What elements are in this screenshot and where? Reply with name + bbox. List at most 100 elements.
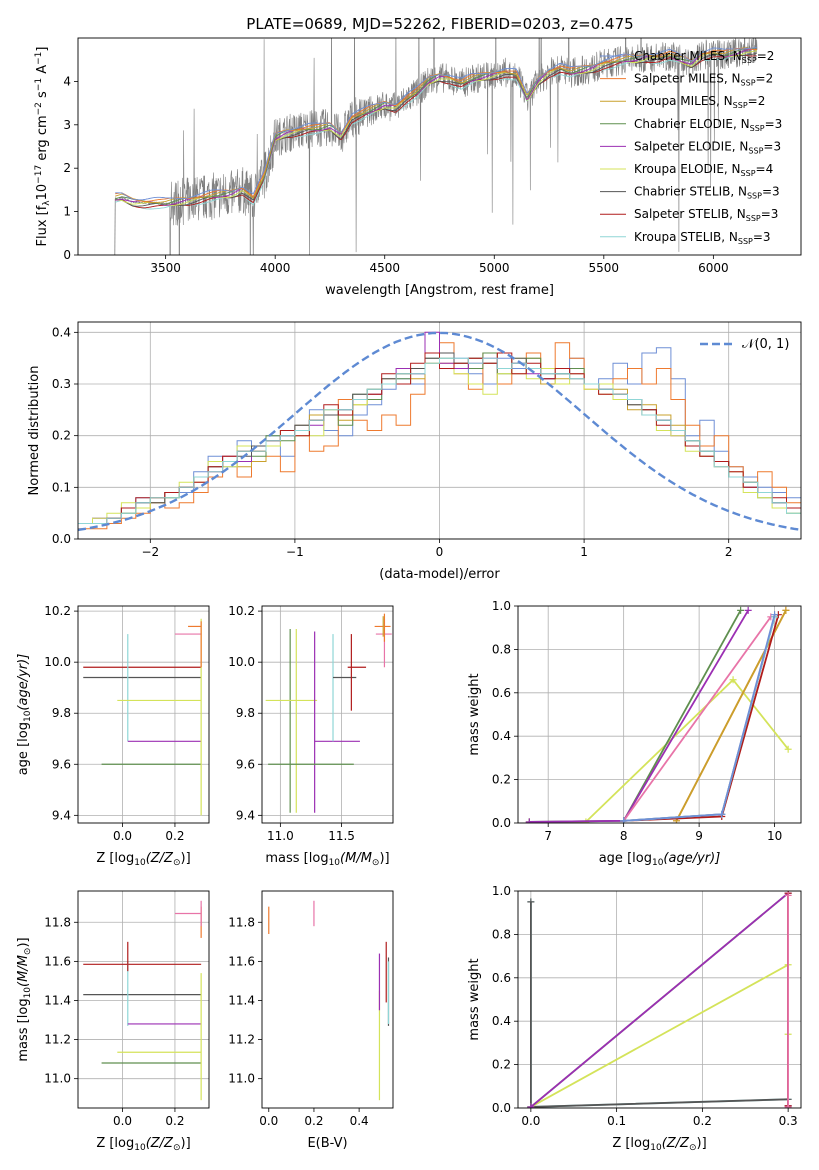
x-tick-label: 11.5 xyxy=(328,829,355,843)
legend-label-tail: =3 xyxy=(762,185,780,199)
x-axis-label-part: mass [log xyxy=(265,851,328,866)
weight-marker xyxy=(525,818,533,823)
y-tick-label: 10.2 xyxy=(228,604,255,618)
y-tick-label: 1.0 xyxy=(492,884,511,898)
x-axis-label-part: age [log xyxy=(599,851,652,866)
x-axis-label: mass [log10(M/M⊙)] xyxy=(265,851,389,868)
x-tick-label: 0.1 xyxy=(607,1114,626,1128)
x-tick-label: 0.3 xyxy=(779,1114,798,1128)
age-vs-metallicity-panel: 0.0 0.29.49.69.810.010.2Z [log10(Z/Z⊙)]ag… xyxy=(16,604,210,868)
y-axis-label-part: λ xyxy=(42,200,52,206)
residual-histogram-panel: −2 −1 0 1 2 0.0 0.1 0.2 0.3 0.4 (data-model)/error… xyxy=(27,321,802,582)
axes-frame xyxy=(77,605,210,824)
legend-label-text: Kroupa STELIB, N xyxy=(634,230,738,244)
x-axis-label-part: 10 xyxy=(134,1143,146,1153)
weight-line xyxy=(529,678,789,823)
legend-label: Kroupa MILES, NSSP=2 xyxy=(634,94,765,110)
weight-marker xyxy=(744,606,752,614)
plot-area xyxy=(114,38,758,255)
x-tick-label: 4500 xyxy=(369,261,400,275)
y-tick-label: 0.8 xyxy=(492,927,511,941)
y-tick-label: 11.0 xyxy=(228,1072,255,1086)
y-axis-label-part: s xyxy=(35,91,50,102)
x-axis-label-part: )] xyxy=(181,1136,191,1151)
legend-label: Salpeter STELIB, NSSP=3 xyxy=(634,207,778,223)
x-axis-label-part: (M/M xyxy=(340,851,372,866)
legend-label: 𝒩(0, 1) xyxy=(742,337,789,352)
x-tick-label: 0 xyxy=(436,545,444,559)
legend-label-text: Kroupa MILES, N xyxy=(634,94,733,108)
y-tick-label: 9.4 xyxy=(52,808,71,822)
x-axis-label-part: Z [log xyxy=(96,851,134,866)
x-axis-label-part: (Z/Z xyxy=(146,851,174,866)
y-axis-label-part: 10 xyxy=(35,184,50,201)
y-axis-label: Flux [fλ10−17 erg cm−2 s−1 A−1] xyxy=(34,47,52,247)
x-axis-label-part: )] xyxy=(379,851,389,866)
legend-label-sub: SSP xyxy=(742,56,757,65)
axes-frame xyxy=(517,890,802,1109)
y-tick-label: 11.2 xyxy=(228,1033,255,1047)
legend-label-tail: =4 xyxy=(756,162,774,176)
weight-vs-metallicity-panel: 0.0 0.1 0.2 0.3 0.0 0.2 0.4 0.6 0.8 1.0 Z [log10(Z… xyxy=(467,884,802,1153)
legend-label-tail: =2 xyxy=(748,94,766,108)
y-tick-label: 9.4 xyxy=(236,808,255,822)
legend-label-text: Salpeter ELODIE, N xyxy=(634,139,748,153)
y-tick-label: 2 xyxy=(63,161,71,175)
legend-label-sub: SSP xyxy=(750,124,765,133)
y-tick-label: 0.1 xyxy=(52,480,71,494)
legend-label-text: Chabrier STELIB, N xyxy=(634,185,747,199)
y-tick-label: 11.8 xyxy=(44,915,71,929)
y-axis-label-part: age [log xyxy=(16,722,31,775)
y-tick-label: 0.0 xyxy=(52,532,71,546)
y-axis-label-part: mass [log xyxy=(16,998,31,1061)
x-axis-label-part: 10 xyxy=(329,858,341,868)
weight-marker xyxy=(784,1103,792,1108)
legend-label-sub: SSP xyxy=(748,146,763,155)
legend-label: Chabrier MILES, NSSP=2 xyxy=(634,49,774,65)
legend-label-tail: =3 xyxy=(753,230,771,244)
plot-area xyxy=(268,900,390,1101)
y-axis-label-part: Flux [f xyxy=(35,205,50,246)
age-vs-mass-panel: 11.0 11.5 9.4 9.6 9.8 10.0 10.2 mass [log10(M/M… xyxy=(228,604,394,868)
legend-label-text: Kroupa ELODIE, N xyxy=(634,162,741,176)
axes-frame xyxy=(77,890,210,1109)
weight-marker xyxy=(620,817,628,823)
y-tick-label: 9.6 xyxy=(236,757,255,771)
y-tick-label: 11.4 xyxy=(228,993,255,1007)
y-tick-label: 0.6 xyxy=(492,971,511,985)
legend-label: Chabrier STELIB, NSSP=3 xyxy=(634,185,780,201)
legend-label-sub: SSP xyxy=(747,192,762,201)
legend-label-text: Salpeter STELIB, N xyxy=(634,207,746,221)
y-axis-label-part: erg cm xyxy=(35,115,50,164)
x-tick-label: −1 xyxy=(286,545,304,559)
y-axis-label-part: ⊙ xyxy=(23,948,33,956)
x-axis-label: Z [log10(Z/Z⊙)] xyxy=(96,1136,190,1153)
x-tick-label: 0.2 xyxy=(304,1114,323,1128)
y-tick-label: 11.2 xyxy=(44,1033,71,1047)
y-tick-label: 0.4 xyxy=(492,1014,511,1028)
y-axis-label: mass [log10(M/M⊙)] xyxy=(16,937,33,1061)
weight-line xyxy=(529,609,742,823)
x-tick-label: 2 xyxy=(725,545,733,559)
x-axis-label-part: )] xyxy=(181,851,191,866)
legend-label: Salpeter ELODIE, NSSP=3 xyxy=(634,139,781,155)
legend-label: Kroupa ELODIE, NSSP=4 xyxy=(634,162,773,178)
legend-label: Salpeter MILES, NSSP=2 xyxy=(634,72,773,88)
y-tick-label: 1.0 xyxy=(492,599,511,613)
y-axis-label-part: 10 xyxy=(23,987,33,999)
weight-marker xyxy=(771,611,779,619)
y-axis-label-part: −17 xyxy=(34,165,44,184)
spectrum-panel: 3500 4000 4500 5000 5500 6000 0 1 2 3 4 wavelength … xyxy=(34,37,802,298)
y-tick-label: 10.0 xyxy=(228,655,255,669)
y-axis-label-part: ] xyxy=(35,47,50,52)
y-axis-label-part: −1 xyxy=(34,78,44,91)
legend-label-sub: SSP xyxy=(741,169,756,178)
mass-vs-metallicity-panel: 0.0 0.211.011.211.411.611.8Z [log10(Z/Z⊙)… xyxy=(16,890,210,1153)
x-axis-label-part: 10 xyxy=(134,858,146,868)
x-tick-label: 0.0 xyxy=(113,1114,132,1128)
x-axis-label-part: (Z/Z xyxy=(662,1136,690,1151)
weight-line xyxy=(530,963,789,1108)
x-axis-label-part: (Z/Z xyxy=(146,1136,174,1151)
x-tick-label: 10 xyxy=(767,829,782,843)
